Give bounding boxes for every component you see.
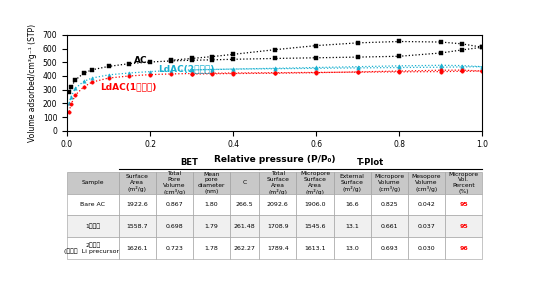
Text: LdAC(1차년도): LdAC(1차년도) (100, 82, 157, 91)
Text: LdAC(2차년도): LdAC(2차년도) (159, 64, 215, 73)
Y-axis label: Volume adsorbed/cm³g⁻¹ (STP): Volume adsorbed/cm³g⁻¹ (STP) (28, 24, 37, 142)
Text: BET: BET (180, 158, 198, 167)
Text: T-Plot: T-Plot (357, 158, 384, 167)
X-axis label: Relative pressure (P/P₀): Relative pressure (P/P₀) (214, 155, 336, 164)
Text: AC: AC (133, 56, 147, 65)
